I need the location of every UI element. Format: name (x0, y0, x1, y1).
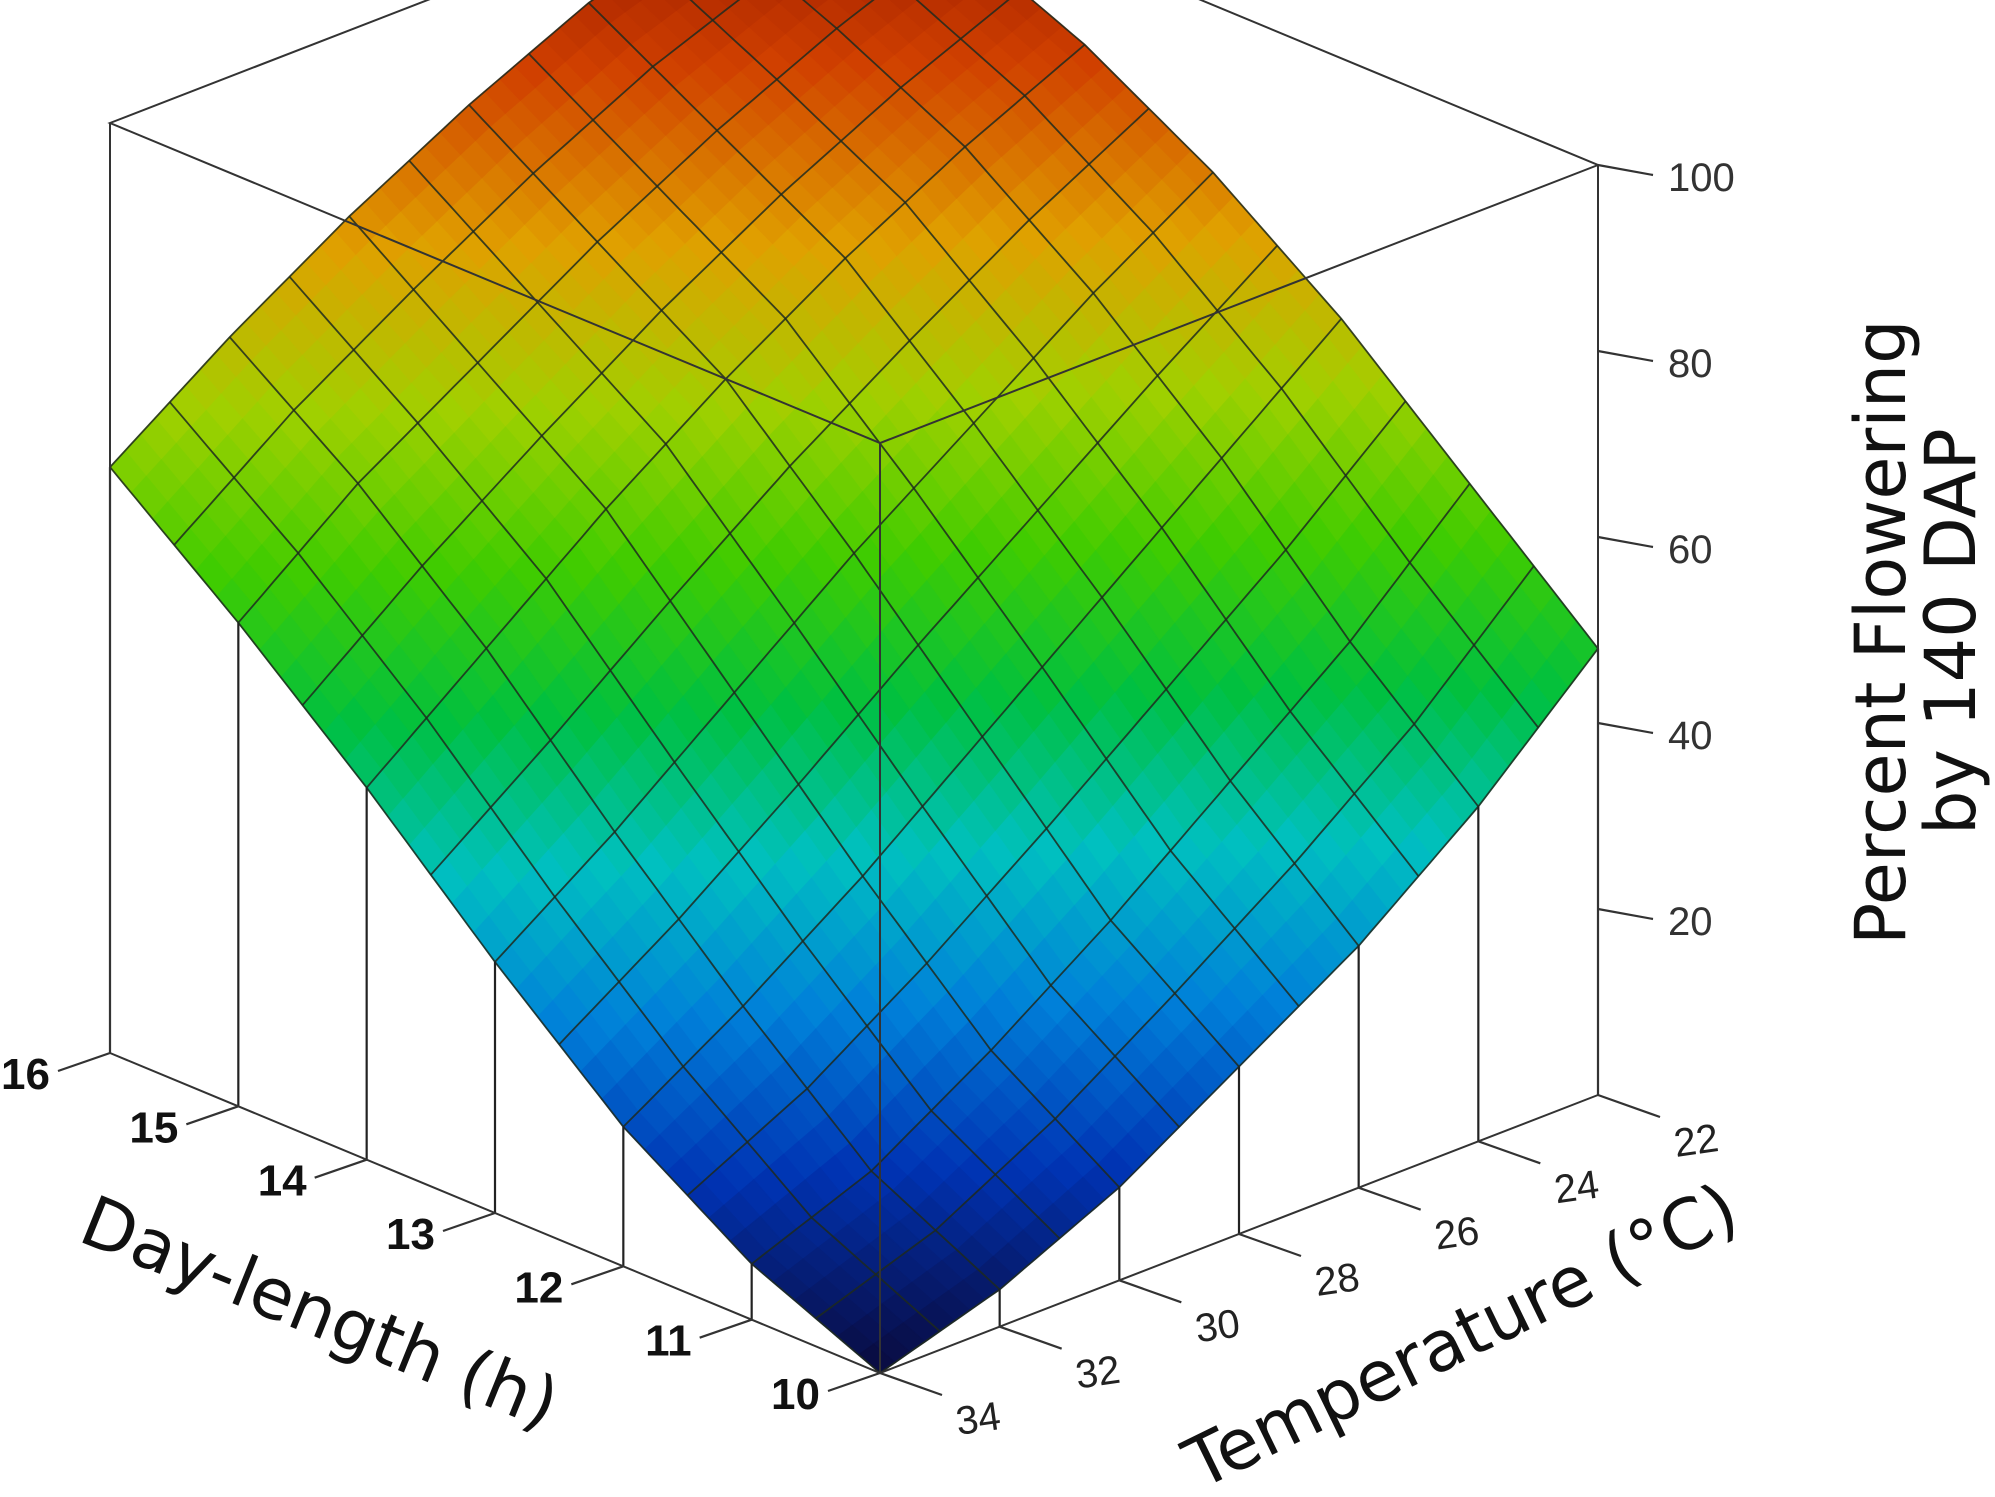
mesh-line-daylength (686, 400, 1407, 1196)
z-tick (1597, 163, 1654, 177)
mesh-line-daylength (237, 0, 875, 624)
x-tick-label: 26 (1432, 1209, 1482, 1259)
mesh-line-daylength (430, 107, 1150, 876)
z-tick-label: 40 (1668, 714, 1713, 758)
mesh-line-daylength (751, 483, 1471, 1265)
y-tick (442, 1211, 496, 1233)
z-tick-label: 80 (1668, 342, 1713, 386)
z-axis-title-line2: by 140 DAP (1910, 428, 1992, 835)
y-tick-label: 10 (771, 1370, 820, 1419)
x-tick-label: 22 (1671, 1116, 1721, 1166)
y-tick (185, 1105, 239, 1126)
y-tick (57, 1051, 111, 1073)
x-tick-label: 34 (953, 1394, 1003, 1444)
x-tick (999, 1325, 1063, 1350)
mesh-line-daylength (815, 565, 1535, 1320)
x-tick (1597, 1093, 1661, 1119)
mesh-line-daylength (558, 244, 1278, 1046)
x-tick (1477, 1140, 1541, 1165)
y-tick-label: 13 (386, 1210, 435, 1259)
x-tick (1118, 1279, 1182, 1304)
z-tick (1597, 907, 1654, 921)
z-tick-label: 20 (1668, 900, 1713, 944)
y-tick-label: 16 (1, 1050, 50, 1099)
z-tick (1597, 535, 1654, 549)
surface-patch (773, 0, 785, 5)
mesh-line-daylength (301, 0, 1010, 706)
x-tick-label: 24 (1551, 1162, 1601, 1212)
y-tick-label: 14 (258, 1157, 307, 1206)
x-tick-label: 28 (1312, 1255, 1362, 1305)
x-tick (1358, 1186, 1422, 1211)
ticks: 20 40 60 80 100 22 24 26 28 30 32 34 10 11 12 13 14 15 16 (1, 156, 1735, 1444)
x-tick (1238, 1232, 1302, 1258)
y-tick (699, 1318, 753, 1339)
surface-layer (109, 0, 1599, 1374)
z-tick-label: 100 (1668, 156, 1735, 200)
y-tick (827, 1371, 881, 1393)
y-tick-label: 11 (645, 1317, 692, 1366)
z-tick (1597, 349, 1654, 363)
x-tick-label: 30 (1192, 1301, 1242, 1351)
x-tick-label: 32 (1073, 1348, 1123, 1398)
x-tick (879, 1371, 943, 1397)
mesh-layer (109, 0, 1599, 1374)
mesh-line-daylength (622, 318, 1342, 1128)
y-tick (314, 1158, 368, 1179)
z-tick-label: 60 (1668, 528, 1713, 572)
mesh-line-daylength (494, 171, 1214, 963)
y-tick-label: 12 (514, 1263, 563, 1312)
z-axis-title-line1: Percent Flowering (1840, 319, 1922, 945)
y-tick (570, 1265, 624, 1286)
mesh-line-daylength (173, 0, 741, 546)
y-tick-label: 15 (129, 1103, 178, 1152)
mesh-line-daylength (109, 0, 595, 468)
y-axis-title: Day-length (h) (70, 1180, 570, 1446)
z-tick (1597, 721, 1654, 735)
